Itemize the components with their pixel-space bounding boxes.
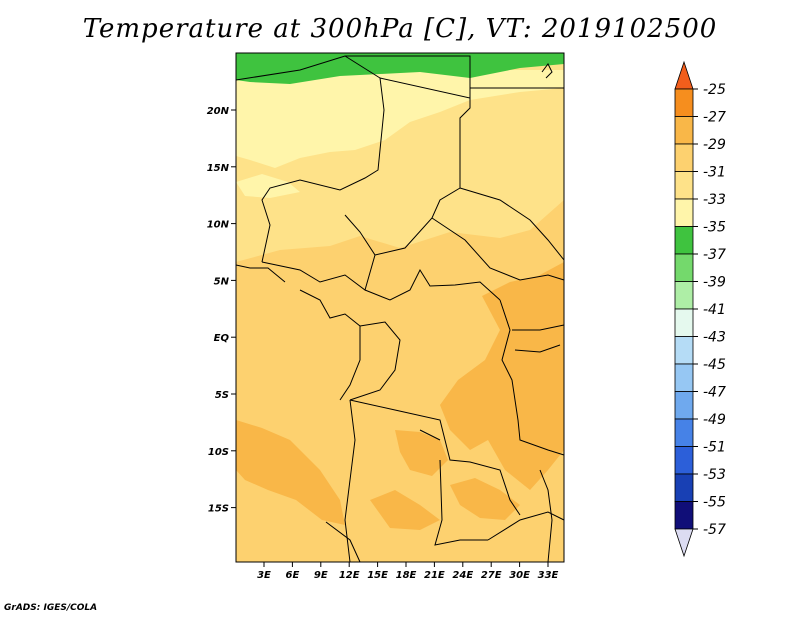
field-green-band (236, 53, 564, 84)
colorbar-swatch (674, 88, 694, 117)
lat-tick-label: 15S (208, 504, 229, 515)
colorbar-swatch (674, 308, 694, 337)
colorbar-label: -39 (703, 275, 726, 291)
colorbar-label: -57 (703, 522, 726, 538)
colorbar-label: -33 (703, 192, 726, 208)
lon-tick-label: 24E (452, 570, 473, 581)
colorbar-label: -55 (703, 495, 726, 511)
field-orange-east (440, 262, 564, 490)
lat-tick-label: 20N (207, 106, 230, 117)
lon-tick-label: 12E (339, 570, 360, 581)
longitude-axis: 3E 6E 9E 12E 15E 18E 21E 24E 27E 30E 33E (257, 562, 559, 581)
lat-tick-label: 10N (207, 220, 230, 231)
colorbar-swatch (674, 253, 694, 282)
lon-tick-label: 21E (424, 570, 445, 581)
colorbar-label: -27 (703, 110, 726, 126)
lon-tick-label: 30E (509, 570, 530, 581)
colorbar-swatch (674, 226, 694, 255)
field-orange-south-3 (450, 478, 520, 520)
colorbar-label: -41 (703, 302, 726, 318)
lat-tick-label: 5N (214, 276, 230, 287)
lon-tick-label: 9E (314, 570, 328, 581)
colorbar-swatch (674, 391, 694, 420)
colorbar-label: -53 (703, 467, 726, 483)
colorbar-swatch (674, 198, 694, 227)
lon-tick-label: 33E (538, 570, 559, 581)
colorbar-label: -29 (703, 137, 726, 153)
lon-tick-label: 6E (286, 570, 300, 581)
colorbar-label: -45 (703, 357, 726, 373)
colorbar-swatch (674, 501, 694, 530)
latitude-axis: 20N 15N 10N 5N EQ 5S 10S 15S (207, 106, 236, 515)
lon-tick-label: 18E (396, 570, 417, 581)
colorbar-label: -25 (703, 82, 726, 98)
colorbar-top-arrow (674, 60, 694, 90)
lat-tick-label: EQ (214, 333, 230, 344)
colorbar-swatch (674, 336, 694, 365)
colorbar-label: -31 (703, 165, 726, 181)
country-borders (235, 55, 565, 563)
colorbar-label: -51 (703, 440, 726, 456)
lon-tick-label: 15E (367, 570, 388, 581)
field-light-yellow-patch (236, 174, 300, 198)
lon-tick-label: 3E (257, 570, 271, 581)
chart-title: Temperature at 300hPa [C], VT: 201910250… (82, 14, 718, 44)
colorbar-swatch (674, 116, 694, 145)
field-orange-south (395, 430, 448, 476)
lat-tick-label: 15N (207, 163, 230, 174)
colorbar-label: -49 (703, 412, 726, 428)
colorbar-label: -47 (703, 385, 726, 401)
colorbar-label: -43 (703, 330, 726, 346)
lon-tick-label: 27E (481, 570, 502, 581)
colorbar-swatch (674, 418, 694, 447)
colorbar-swatch (674, 363, 694, 392)
grads-credit: GrADS: IGES/COLA (4, 603, 98, 613)
field-orange-southwest (236, 420, 345, 525)
lat-tick-label: 10S (208, 447, 229, 458)
field-orange-south-2 (370, 490, 440, 530)
colorbar-label: -37 (703, 247, 726, 263)
colorbar-swatch (674, 143, 694, 172)
field-light-yellow-north (236, 70, 564, 168)
colorbar-swatch (674, 171, 694, 200)
map-frame (235, 52, 565, 563)
colorbar-swatch (674, 473, 694, 502)
temperature-field (236, 53, 564, 562)
colorbar-bottom-arrow (674, 528, 694, 558)
colorbar-swatch (674, 446, 694, 475)
colorbar-label: -35 (703, 220, 726, 236)
colorbar: -25 -27 -29 -31 -33 -35 -37 -39 -41 -43 -45 -47 -49 -… (674, 60, 726, 558)
lat-tick-label: 5S (215, 390, 229, 401)
colorbar-swatch (674, 281, 694, 310)
